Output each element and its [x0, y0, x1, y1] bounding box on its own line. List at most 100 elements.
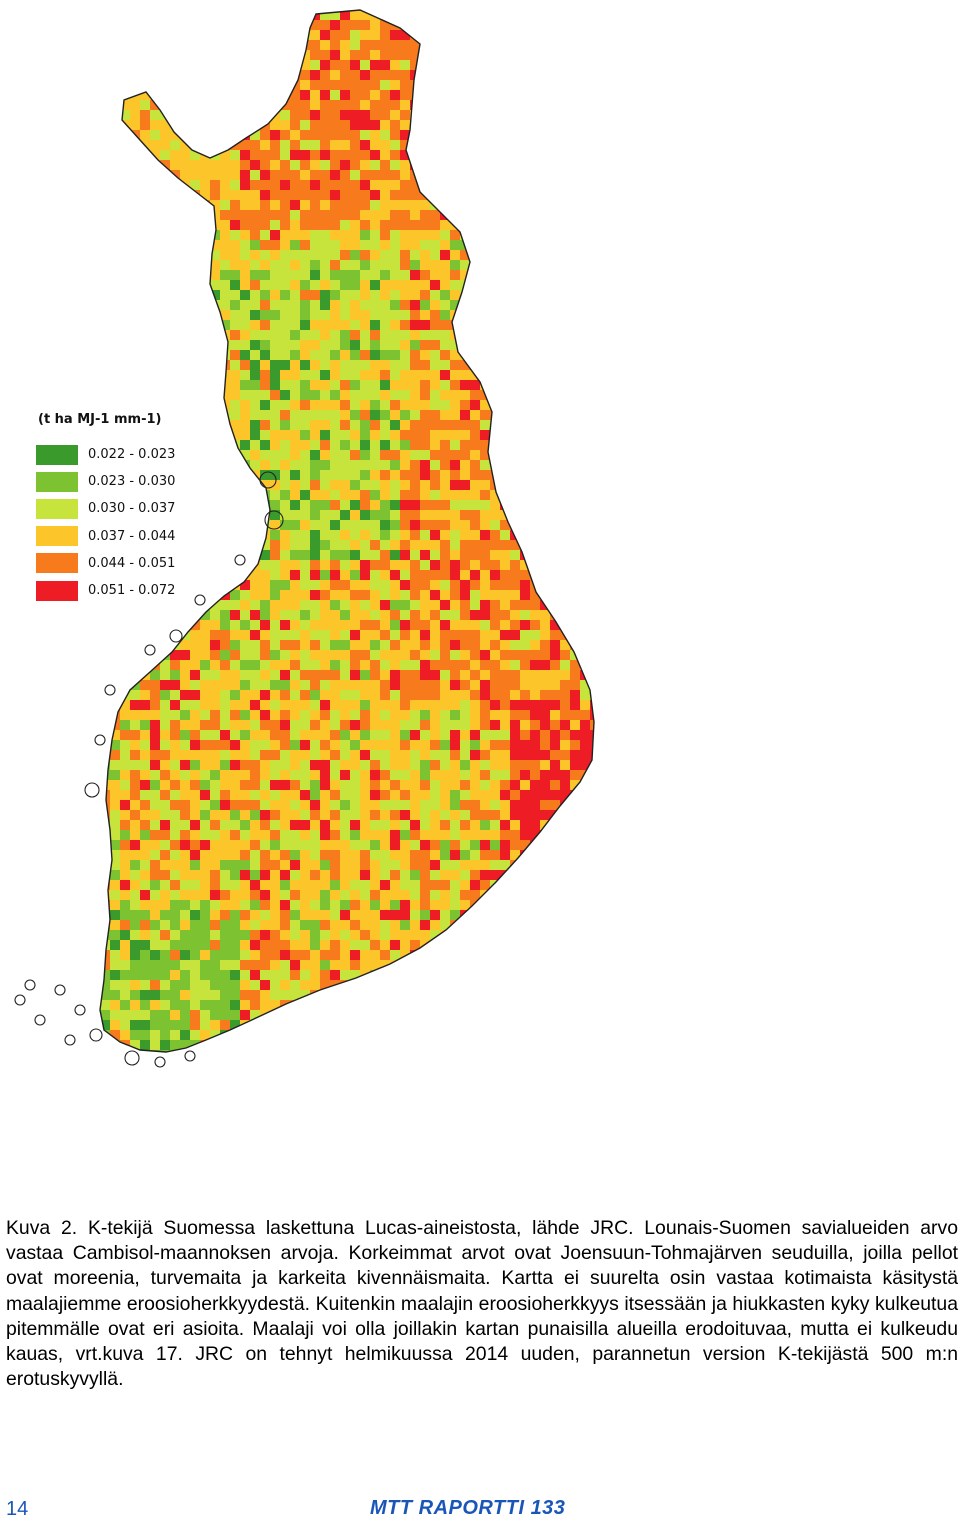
k-factor-cell — [390, 640, 400, 650]
k-factor-cell — [490, 440, 500, 450]
k-factor-cell — [270, 150, 280, 160]
k-factor-cell — [400, 720, 410, 730]
k-factor-cell — [570, 170, 580, 180]
k-factor-cell — [490, 580, 500, 590]
k-factor-cell — [460, 880, 470, 890]
k-factor-cell — [100, 200, 110, 210]
k-factor-cell — [580, 740, 590, 750]
k-factor-cell — [420, 630, 430, 640]
k-factor-cell — [440, 190, 450, 200]
k-factor-cell — [510, 330, 520, 340]
k-factor-cell — [450, 640, 460, 650]
k-factor-cell — [490, 510, 500, 520]
k-factor-cell — [140, 20, 150, 30]
k-factor-cell — [400, 430, 410, 440]
k-factor-cell — [390, 110, 400, 120]
k-factor-cell — [200, 170, 210, 180]
k-factor-cell — [430, 720, 440, 730]
k-factor-cell — [530, 850, 540, 860]
k-factor-cell — [190, 300, 200, 310]
k-factor-cell — [240, 380, 250, 390]
k-factor-cell — [170, 710, 180, 720]
k-factor-cell — [270, 260, 280, 270]
k-factor-cell — [220, 640, 230, 650]
k-factor-cell — [360, 370, 370, 380]
k-factor-cell — [340, 30, 350, 40]
k-factor-cell — [250, 610, 260, 620]
k-factor-cell — [270, 600, 280, 610]
k-factor-cell — [180, 340, 190, 350]
k-factor-cell — [570, 140, 580, 150]
k-factor-cell — [350, 490, 360, 500]
k-factor-cell — [120, 900, 130, 910]
k-factor-cell — [200, 160, 210, 170]
k-factor-cell — [560, 700, 570, 710]
k-factor-cell — [300, 770, 310, 780]
k-factor-cell — [150, 20, 160, 30]
k-factor-cell — [310, 450, 320, 460]
k-factor-cell — [300, 260, 310, 270]
k-factor-cell — [150, 100, 160, 110]
k-factor-cell — [280, 190, 290, 200]
k-factor-cell — [400, 890, 410, 900]
k-factor-cell — [460, 120, 470, 130]
k-factor-cell — [320, 180, 330, 190]
k-factor-cell — [230, 720, 240, 730]
k-factor-cell — [170, 840, 180, 850]
k-factor-cell — [440, 150, 450, 160]
k-factor-cell — [190, 110, 200, 120]
k-factor-cell — [430, 320, 440, 330]
k-factor-cell — [90, 380, 100, 390]
k-factor-cell — [110, 70, 120, 80]
k-factor-cell — [310, 710, 320, 720]
k-factor-cell — [150, 840, 160, 850]
k-factor-cell — [360, 470, 370, 480]
k-factor-cell — [150, 80, 160, 90]
k-factor-cell — [560, 400, 570, 410]
k-factor-cell — [210, 890, 220, 900]
k-factor-cell — [360, 770, 370, 780]
k-factor-cell — [400, 220, 410, 230]
k-factor-cell — [250, 870, 260, 880]
k-factor-cell — [560, 820, 570, 830]
k-factor-cell — [390, 830, 400, 840]
k-factor-cell — [530, 830, 540, 840]
k-factor-cell — [430, 870, 440, 880]
k-factor-cell — [280, 440, 290, 450]
k-factor-cell — [140, 260, 150, 270]
k-factor-cell — [310, 430, 320, 440]
k-factor-cell — [540, 750, 550, 760]
k-factor-cell — [380, 670, 390, 680]
k-factor-cell — [530, 400, 540, 410]
k-factor-cell — [260, 420, 270, 430]
k-factor-cell — [180, 710, 190, 720]
k-factor-cell — [170, 290, 180, 300]
k-factor-cell — [430, 450, 440, 460]
k-factor-cell — [160, 50, 170, 60]
k-factor-cell — [360, 270, 370, 280]
k-factor-cell — [350, 570, 360, 580]
k-factor-cell — [370, 940, 380, 950]
k-factor-cell — [220, 680, 230, 690]
k-factor-cell — [570, 120, 580, 130]
k-factor-cell — [550, 40, 560, 50]
k-factor-cell — [250, 940, 260, 950]
k-factor-cell — [340, 800, 350, 810]
k-factor-cell — [220, 940, 230, 950]
k-factor-cell — [510, 440, 520, 450]
k-factor-cell — [170, 760, 180, 770]
k-factor-cell — [450, 760, 460, 770]
k-factor-cell — [460, 250, 470, 260]
k-factor-cell — [450, 730, 460, 740]
k-factor-cell — [530, 110, 540, 120]
k-factor-cell — [200, 100, 210, 110]
k-factor-cell — [460, 740, 470, 750]
k-factor-cell — [340, 610, 350, 620]
k-factor-cell — [230, 390, 240, 400]
k-factor-cell — [450, 950, 460, 960]
k-factor-cell — [290, 400, 300, 410]
k-factor-cell — [390, 280, 400, 290]
k-factor-cell — [430, 860, 440, 870]
k-factor-cell — [250, 640, 260, 650]
k-factor-cell — [120, 20, 130, 30]
